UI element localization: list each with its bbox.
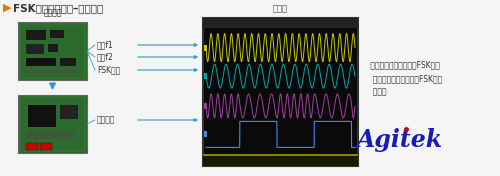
Bar <box>50 30 64 38</box>
Text: FSK信号: FSK信号 <box>97 65 120 74</box>
Text: Agitek: Agitek <box>357 128 443 152</box>
Bar <box>20 97 85 151</box>
Bar <box>20 24 85 78</box>
Bar <box>26 131 76 139</box>
Text: 射视图: 射视图 <box>273 4 288 13</box>
Bar <box>40 143 52 150</box>
Text: 载波f1: 载波f1 <box>97 40 114 49</box>
Bar <box>18 95 87 153</box>
Bar <box>26 30 46 40</box>
Bar <box>28 105 56 127</box>
Text: 实验模块: 实验模块 <box>44 8 62 17</box>
Bar <box>203 154 358 156</box>
Bar <box>60 105 78 119</box>
Text: ▶: ▶ <box>3 3 12 13</box>
Bar <box>204 73 207 79</box>
Bar <box>204 131 207 137</box>
Bar <box>26 44 44 54</box>
Bar <box>26 143 38 150</box>
Bar <box>18 22 87 80</box>
Bar <box>60 58 76 66</box>
Bar <box>23 70 78 74</box>
Bar <box>48 44 58 52</box>
Bar <box>204 103 207 109</box>
Text: 载波f2: 载波f2 <box>97 52 114 61</box>
Text: ·基带信号、两路载波、FSK信号
  同时观测，有利于理解FSK调制
  原理。: ·基带信号、两路载波、FSK信号 同时观测，有利于理解FSK调制 原理。 <box>368 60 442 97</box>
Bar <box>26 58 56 66</box>
Bar <box>203 154 358 166</box>
Text: FSK调制解调实验–调制部分: FSK调制解调实验–调制部分 <box>13 3 104 13</box>
Text: 基带信号: 基带信号 <box>97 115 116 124</box>
Bar <box>203 18 358 28</box>
Bar <box>204 45 207 51</box>
Bar <box>203 18 358 166</box>
